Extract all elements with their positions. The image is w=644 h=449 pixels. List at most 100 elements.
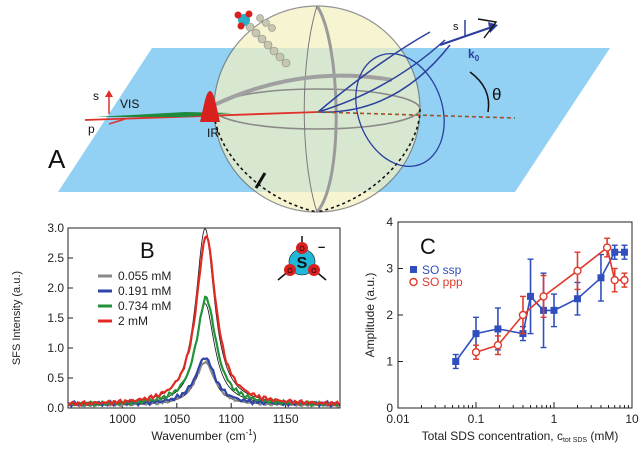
sphere-front-arc-right: [316, 108, 421, 213]
cone-line-3: [317, 44, 451, 113]
panel-c-legend-marker: [410, 266, 417, 273]
panel-b-ticks: 1000 1050 1100 1150 0.0 0.5 1.0 1.5 2.0 2.5 3.0: [47, 221, 299, 426]
theta-arc: [469, 71, 490, 113]
panel-c-data-point: [610, 275, 619, 285]
panel-c-y-tick-label: 1: [386, 355, 393, 369]
oxygen-label-left: O: [287, 268, 293, 275]
panel-c-x-tick-label: 0.1: [468, 412, 485, 426]
panel-b-legend-label: 0.191 mM: [118, 284, 171, 298]
oxygen-atom-right: [308, 264, 320, 276]
panel-c-data-point: [573, 295, 581, 303]
s-pol-label: s: [93, 89, 99, 103]
panel-c-y-tick-label: 4: [386, 215, 393, 229]
panel-b-y-axis-label: SFS Intensity (a.u.): [11, 271, 23, 365]
panel-b-y-tick-label: 0.5: [47, 371, 64, 385]
panel-b-series-line: [67, 295, 340, 408]
cone-line-1: [317, 31, 431, 113]
panel-c-data-point: [527, 292, 535, 300]
panel-b-y-tick-label: 0.0: [47, 401, 64, 415]
panel-b-x-tick-label: 1050: [163, 412, 190, 426]
panel-b-x-tick-label: 1100: [218, 412, 244, 426]
panel-c-data-point: [493, 341, 503, 350]
panel-c-data-point: [494, 325, 502, 333]
panel-b-letter: B: [140, 238, 155, 263]
panel-c-x-axis-label: Total SDS concentration, ctot SDS (mM): [422, 429, 619, 444]
ir-pulse: [200, 91, 220, 122]
panel-b-series-line: [67, 357, 340, 409]
scattering-cone: [317, 31, 451, 168]
p-pol-label: p: [88, 122, 95, 136]
ir-label: IR: [207, 126, 219, 140]
panel-a-letter: A: [48, 144, 66, 174]
panel-c-y-tick-label: 0: [386, 401, 393, 415]
oxygen-label-top: O: [299, 246, 305, 253]
vis-label: VIS: [120, 97, 139, 111]
panel-c-data-point: [518, 310, 528, 320]
panel-c-series: [452, 237, 629, 370]
panel-b-legend-label: 0.734 mM: [118, 299, 171, 313]
panel-b-series-lines: [67, 234, 340, 409]
panel-c-data-point: [602, 243, 612, 252]
panel-b-series-line: [67, 234, 340, 408]
vis-pulse: [95, 112, 232, 117]
panel-b-spectra-chart: 1000 1050 1100 1150 0.0 0.5 1.0 1.5 2.0 2.5 3.0 0.…: [11, 221, 341, 443]
panel-b-x-tick-label: 1000: [109, 412, 136, 426]
panel-b-legend-label: 0.055 mM: [118, 269, 171, 283]
panel-c-data-point: [611, 248, 619, 256]
panel-c-y-tick-label: 2: [386, 308, 393, 322]
transmitted-beam-vis: [317, 111, 516, 119]
panel-c-legend-label: SO ppp: [422, 275, 463, 289]
panel-b-y-tick-label: 1.0: [47, 341, 64, 355]
panel-b-fit-line: [68, 303, 340, 406]
panel-c-legend-label: SO ssp: [422, 263, 462, 277]
detector-bracket: [477, 18, 498, 39]
oxygen-atom-top: [296, 242, 308, 254]
sphere-meridian-back: [303, 5, 318, 213]
sphere-meridian: [315, 5, 338, 213]
beams: VIS IR s p: [84, 89, 516, 140]
panel-b-x-axis-label: Wavenumber (cm-1): [151, 428, 256, 443]
k0-label: k0: [468, 47, 480, 63]
panel-c-data-point: [597, 274, 605, 282]
panel-b-y-tick-label: 1.5: [47, 311, 64, 325]
panel-c-x-tick-label: 1: [551, 412, 558, 426]
sulfur-label: S: [297, 255, 308, 272]
panel-b-legend: 0.055 mM0.191 mM0.734 mM2 mM: [98, 269, 171, 328]
panel-b-fit-line: [68, 361, 340, 406]
panel-c-ticks: 0.01 0.1 1 10 0 1 2 3 4: [386, 215, 639, 426]
cone-ellipse: [355, 52, 445, 168]
s-out-label: s: [453, 21, 459, 33]
panel-c-y-axis-label: Amplitude (a.u.): [363, 273, 377, 358]
sphere-body: [213, 5, 421, 213]
panel-c-x-tick-label: 10: [625, 412, 639, 426]
panel-c-data-point: [452, 358, 460, 365]
s-pol-arrowhead: [105, 90, 113, 97]
oxygen-label-right: O: [311, 268, 317, 275]
panel-c-data-point: [539, 292, 548, 301]
panel-c-legend-marker: [409, 277, 418, 287]
panel-a-illustration: A: [48, 5, 610, 213]
panel-c-series-line: [475, 246, 625, 353]
panel-b-y-tick-label: 2.0: [47, 281, 64, 295]
oxygen-atom-left: [284, 264, 296, 276]
sphere-band: [211, 73, 393, 108]
panel-c-data-point: [550, 306, 558, 314]
panel-b-series-line: [67, 359, 339, 408]
charge-label: –: [318, 239, 325, 254]
panel-c-data-point: [472, 330, 480, 338]
k0-vector: [439, 25, 493, 47]
sphere-front-arc: [213, 108, 318, 213]
panel-c-data-point: [471, 348, 481, 357]
scattering-sphere: [211, 5, 421, 213]
theta-label: θ: [492, 85, 501, 104]
panel-b-legend-label: 2 mM: [118, 314, 148, 328]
cone-line-2: [317, 39, 446, 113]
panel-c-letter: C: [420, 234, 436, 259]
panel-b-x-tick-label: 1150: [273, 412, 299, 426]
sulfate-inset: S O O O –: [277, 236, 327, 281]
p-pol-arrow: [108, 118, 126, 125]
